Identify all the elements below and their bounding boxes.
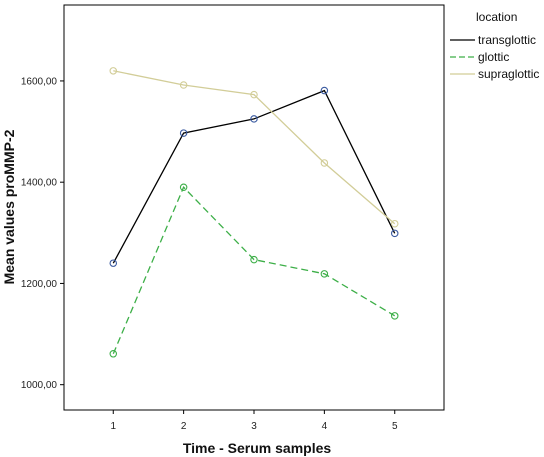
series-glottic <box>109 183 399 358</box>
series-supraglottic <box>109 67 399 228</box>
legend-label: supraglottic <box>478 67 539 81</box>
legend: location transglottic glottic supraglottic <box>450 10 539 81</box>
series-transglottic <box>109 86 399 267</box>
data-point-supraglottic <box>320 159 329 167</box>
legend-title: location <box>476 10 517 24</box>
data-point-transglottic <box>250 115 258 123</box>
x-tick-label: 3 <box>251 421 257 432</box>
legend-item-transglottic: transglottic <box>450 33 536 47</box>
data-point-glottic <box>390 312 399 320</box>
data-point-transglottic <box>109 259 118 267</box>
data-point-glottic <box>320 270 329 278</box>
series-line-glottic <box>112 186 396 355</box>
data-point-glottic <box>250 255 258 264</box>
x-axis-title: Time - Serum samples <box>183 440 332 456</box>
series-line-transglottic <box>112 89 396 264</box>
data-point-transglottic <box>179 129 188 137</box>
data-point-glottic <box>109 350 118 358</box>
data-point-glottic <box>179 183 188 192</box>
y-tick-label: 1600,00 <box>21 76 58 87</box>
legend-item-supraglottic: supraglottic <box>450 67 539 81</box>
x-tick-label: 4 <box>322 421 328 432</box>
y-axis: 1000,00 1200,00 1400,00 1600,00 <box>21 76 64 391</box>
legend-label: glottic <box>478 50 509 64</box>
data-point-supraglottic <box>179 81 188 89</box>
plot-area <box>63 4 445 411</box>
series-line-supraglottic <box>113 70 396 225</box>
series-layer <box>109 67 399 358</box>
x-tick-label: 1 <box>110 421 116 432</box>
x-tick-label: 5 <box>392 421 398 432</box>
y-tick-label: 1000,00 <box>21 380 58 391</box>
data-point-supraglottic <box>250 90 258 99</box>
data-point-supraglottic <box>109 67 118 75</box>
legend-label: transglottic <box>478 33 536 47</box>
data-point-transglottic <box>320 86 329 95</box>
data-point-supraglottic <box>390 219 399 228</box>
y-tick-label: 1200,00 <box>21 279 58 290</box>
data-point-transglottic <box>390 229 399 238</box>
x-tick-label: 2 <box>181 421 187 432</box>
y-axis-title: Mean values proMMP-2 <box>1 129 17 284</box>
x-axis: 1 2 3 4 5 <box>110 410 398 432</box>
y-tick-label: 1400,00 <box>21 178 58 189</box>
legend-item-glottic: glottic <box>450 50 509 64</box>
